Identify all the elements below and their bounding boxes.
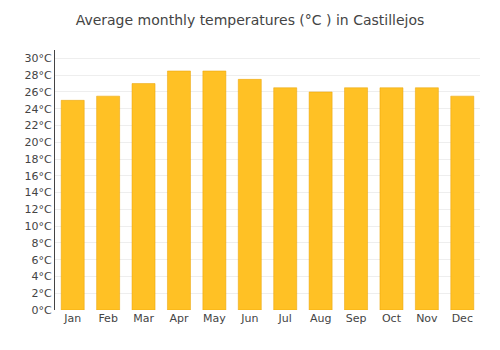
svg-text:10°C: 10°C — [25, 220, 52, 233]
svg-text:14°C: 14°C — [25, 186, 52, 199]
svg-text:8°C: 8°C — [32, 237, 52, 250]
svg-text:Sep: Sep — [346, 312, 367, 325]
svg-text:18°C: 18°C — [25, 153, 52, 166]
svg-text:Nov: Nov — [416, 312, 438, 325]
svg-text:20°C: 20°C — [25, 136, 52, 149]
svg-text:2°C: 2°C — [32, 287, 52, 300]
svg-text:22°C: 22°C — [25, 119, 52, 132]
svg-text:Aug: Aug — [310, 312, 331, 325]
svg-text:6°C: 6°C — [32, 254, 52, 267]
svg-text:May: May — [203, 312, 226, 325]
svg-text:26°C: 26°C — [25, 86, 52, 99]
svg-text:24°C: 24°C — [25, 103, 52, 116]
svg-text:Apr: Apr — [169, 312, 189, 325]
svg-text:Dec: Dec — [452, 312, 473, 325]
svg-text:Jul: Jul — [278, 312, 292, 325]
svg-text:Mar: Mar — [133, 312, 154, 325]
svg-text:Oct: Oct — [382, 312, 402, 325]
svg-text:12°C: 12°C — [25, 203, 52, 216]
svg-text:Feb: Feb — [98, 312, 117, 325]
svg-text:4°C: 4°C — [32, 270, 52, 283]
svg-text:28°C: 28°C — [25, 69, 52, 82]
svg-text:0°C: 0°C — [32, 304, 52, 317]
svg-text:Average monthly temperatures (: Average monthly temperatures (°C ) in Ca… — [76, 12, 425, 28]
svg-text:Jun: Jun — [240, 312, 258, 325]
svg-text:16°C: 16°C — [25, 170, 52, 183]
svg-text:Jan: Jan — [63, 312, 81, 325]
svg-text:30°C: 30°C — [25, 52, 52, 65]
